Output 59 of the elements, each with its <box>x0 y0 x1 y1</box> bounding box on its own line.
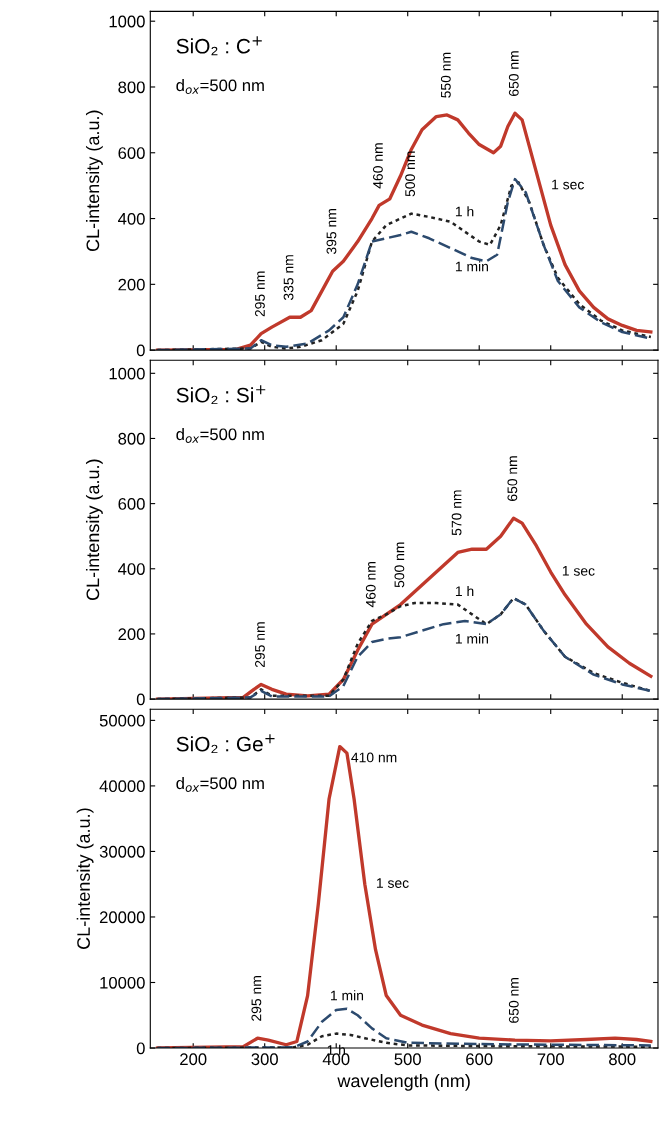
y-tick-label: 20000 <box>99 911 145 924</box>
series-label: 1 min <box>455 261 488 272</box>
y-tick-label: 40000 <box>99 780 145 793</box>
x-tick-label: 700 <box>537 1053 564 1066</box>
y-tick-label: 30000 <box>99 845 145 858</box>
line-series <box>155 111 653 351</box>
annotation: 500 nm <box>405 151 416 197</box>
x-tick-label: 600 <box>466 1053 493 1066</box>
series-label: 1 min <box>455 633 488 644</box>
text: d$_{ox}$=500 nm <box>176 776 264 792</box>
annotation: 460 nm <box>365 562 376 608</box>
annotation: 550 nm <box>440 52 451 98</box>
y-axis-title: CL-intensity (a.u.) <box>85 110 103 252</box>
y-tick-label: 1000 <box>109 15 145 28</box>
series-label: 1 h <box>455 585 474 596</box>
annotation: 335 nm <box>283 255 294 301</box>
y-tick-label: 200 <box>118 628 145 641</box>
y-tick-label: 10000 <box>100 976 145 989</box>
annotation: 460 nm <box>373 143 383 189</box>
annotation: 295 nm <box>255 271 265 317</box>
y-tick-label: 0 <box>136 1042 145 1055</box>
series-label: 1 min <box>331 990 364 1001</box>
x-tick-label: 400 <box>322 1053 350 1066</box>
y-tick-label: 50000 <box>99 714 145 727</box>
y-tick-label: 400 <box>118 563 145 575</box>
x-tick-label: 200 <box>180 1053 207 1066</box>
x-tick-label: 300 <box>251 1053 278 1066</box>
text: d$_{ox}$=500 nm <box>176 79 264 94</box>
annotation: 650 nm <box>507 456 518 501</box>
y-tick-label: 800 <box>118 81 145 94</box>
y-tick-label: 200 <box>118 278 145 291</box>
annotation: 650 nm <box>508 51 519 96</box>
text: d$_{ox}$=500 nm <box>176 427 264 443</box>
text: SiO₂ : C$^{+}$ <box>176 36 262 56</box>
y-tick-label: 800 <box>118 432 145 445</box>
y-tick-label: 0 <box>136 693 145 706</box>
annotation: 500 nm <box>394 542 405 588</box>
series-label: 1 sec <box>552 179 584 190</box>
y-tick-label: 1000 <box>109 367 145 380</box>
y-tick-label: 400 <box>118 212 145 225</box>
series-label: 1 sec <box>376 878 409 888</box>
annotation: 570 nm <box>451 490 462 536</box>
annotation: 650 nm <box>508 978 519 1023</box>
annotation: 295 nm <box>255 622 265 668</box>
x-axis-title: wavelength (nm) <box>337 1073 470 1091</box>
x-tick-label: 500 <box>394 1053 421 1066</box>
text: SiO₂ : Ge$^{+}$ <box>176 734 275 754</box>
annotation: 395 nm <box>326 209 337 254</box>
y-axis-title: CL-intensity (a.u.) <box>85 459 103 600</box>
x-tick-label: 800 <box>609 1053 636 1066</box>
y-tick-label: 0 <box>136 344 145 357</box>
series-label: 1 sec <box>562 566 595 576</box>
y-tick-label: 600 <box>118 147 145 159</box>
text: SiO₂ : Si$^{+}$ <box>176 385 266 405</box>
annotation: 410 nm <box>351 752 397 763</box>
annotation: 295 nm <box>251 976 262 1021</box>
y-axis-title: CL-intensity (a.u.) <box>76 808 94 949</box>
y-tick-label: 600 <box>118 498 145 510</box>
series-label: 1 h <box>455 206 474 217</box>
